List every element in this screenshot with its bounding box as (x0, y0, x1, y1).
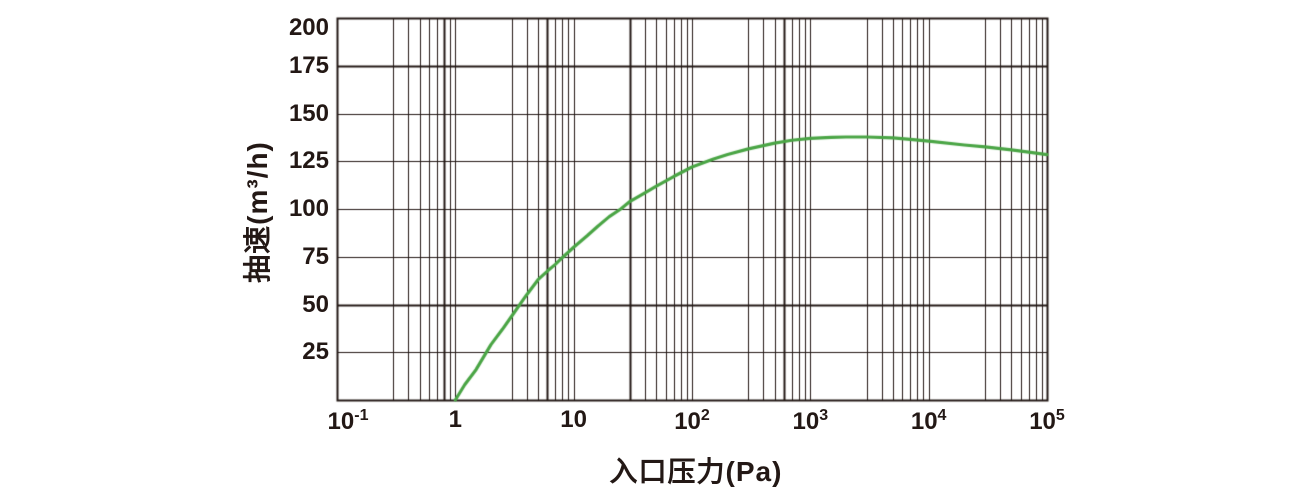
y-tick-label: 175 (288, 51, 329, 79)
y-tick-label: 50 (302, 290, 329, 318)
y-axis-title: 抽速(m³/h) (242, 141, 273, 283)
x-tick-label: 104 (910, 407, 947, 435)
y-tick-label: 100 (288, 195, 329, 222)
y-tick-label: 125 (288, 147, 329, 175)
x-tick-label: 103 (792, 407, 829, 435)
x-tick-label: 102 (674, 407, 710, 435)
x-tick-label: 1 (448, 406, 463, 433)
x-axis-title: 入口压力(Pa) (609, 456, 783, 487)
x-tick-label: 105 (1029, 407, 1065, 435)
x-tick-label: 10-1 (327, 407, 369, 435)
y-tick-label: 200 (288, 14, 329, 41)
y-tick-label: 75 (302, 242, 329, 270)
x-tick-label: 10 (560, 406, 588, 433)
y-tick-label: 150 (288, 99, 329, 127)
y-tick-label: 25 (302, 338, 329, 366)
